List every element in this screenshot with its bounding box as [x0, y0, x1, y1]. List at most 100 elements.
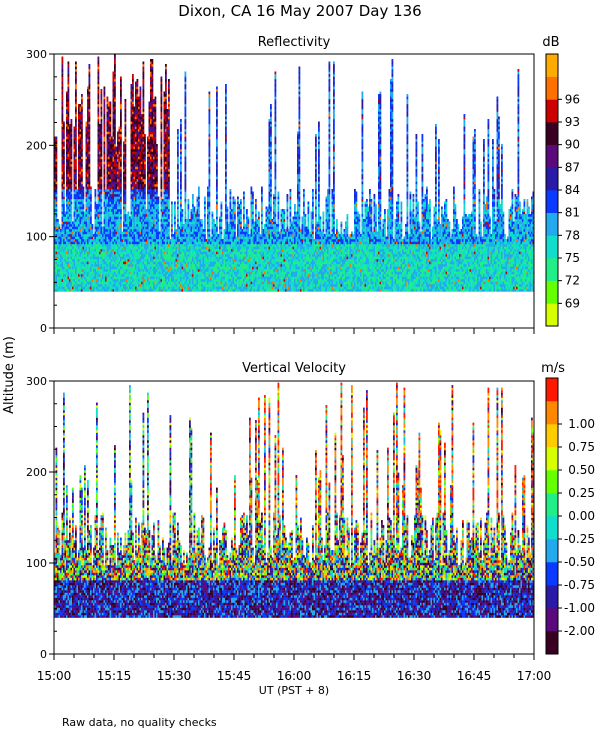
heatmap-cell	[88, 144, 91, 147]
heatmap-cell	[106, 214, 109, 217]
heatmap-cell	[90, 269, 92, 272]
heatmap-cell	[117, 196, 119, 200]
heatmap-cell	[147, 254, 149, 257]
heatmap-cell	[78, 114, 80, 117]
heatmap-cell	[153, 266, 155, 270]
heatmap-cell	[147, 144, 149, 147]
heatmap-cell	[135, 249, 137, 252]
heatmap-cell	[165, 129, 167, 132]
heatmap-cell	[153, 201, 155, 205]
heatmap-cell	[69, 281, 71, 285]
heatmap-cell	[168, 79, 170, 82]
heatmap-cell	[150, 74, 152, 77]
heatmap-cell	[166, 286, 169, 290]
heatmap-cell	[144, 224, 146, 227]
heatmap-cell	[135, 251, 137, 255]
heatmap-cell	[87, 186, 89, 190]
heatmap-cell	[97, 94, 100, 97]
heatmap-cell	[88, 76, 91, 80]
heatmap-cell	[138, 241, 140, 245]
heatmap-cell	[75, 276, 77, 280]
heatmap-cell	[82, 226, 85, 230]
heatmap-cell	[100, 251, 103, 255]
heatmap-cell	[123, 199, 125, 202]
heatmap-cell	[105, 219, 107, 222]
heatmap-cell	[114, 156, 116, 160]
heatmap-cell	[166, 214, 169, 217]
heatmap-cell	[81, 221, 83, 225]
heatmap-cell	[55, 169, 58, 172]
heatmap-cell	[148, 206, 151, 210]
heatmap-cell	[79, 151, 82, 155]
heatmap-cell	[88, 86, 91, 90]
heatmap-cell	[139, 209, 142, 212]
heatmap-cell	[66, 101, 68, 105]
heatmap-cell	[129, 276, 131, 280]
heatmap-cell	[139, 189, 142, 192]
heatmap-cell	[117, 289, 119, 292]
heatmap-cell	[151, 66, 154, 70]
heatmap-cell	[106, 276, 109, 280]
heatmap-cell	[121, 284, 124, 287]
heatmap-cell	[141, 136, 143, 140]
heatmap-cell	[118, 256, 121, 260]
heatmap-cell	[109, 106, 112, 110]
heatmap-cell	[115, 231, 118, 235]
heatmap-cell	[118, 254, 121, 257]
heatmap-cell	[96, 284, 98, 287]
heatmap-cell	[103, 211, 106, 215]
heatmap-cell	[165, 114, 167, 117]
heatmap-cell	[96, 239, 98, 242]
heatmap-cell	[63, 184, 65, 187]
heatmap-cell	[117, 249, 119, 252]
heatmap-cell	[66, 179, 68, 182]
heatmap-cell	[145, 241, 148, 245]
heatmap-cell	[106, 216, 109, 220]
heatmap-cell	[145, 279, 148, 282]
heatmap-cell	[166, 136, 169, 140]
heatmap-cell	[129, 259, 131, 262]
heatmap-cell	[136, 264, 139, 267]
heatmap-cell	[166, 186, 169, 190]
heatmap-cell	[147, 169, 149, 172]
heatmap-cell	[118, 129, 121, 132]
heatmap-cell	[138, 176, 140, 180]
heatmap-cell	[69, 134, 71, 137]
heatmap-cell	[163, 124, 166, 127]
heatmap-cell	[61, 116, 64, 120]
heatmap-cell	[66, 151, 68, 155]
heatmap-cell	[147, 214, 149, 217]
heatmap-cell	[168, 286, 170, 290]
heatmap-cell	[141, 176, 143, 180]
heatmap-cell	[73, 184, 76, 187]
heatmap-cell	[156, 276, 158, 280]
heatmap-cell	[61, 119, 64, 122]
heatmap-cell	[57, 241, 59, 245]
heatmap-cell	[136, 256, 139, 260]
heatmap-cell	[148, 149, 151, 152]
heatmap-cell	[169, 259, 172, 262]
heatmap-cell	[153, 164, 155, 167]
heatmap-cell	[139, 281, 142, 285]
heatmap-cell	[114, 179, 116, 182]
heatmap-cell	[102, 251, 104, 255]
heatmap-cell	[57, 246, 59, 250]
heatmap-cell	[148, 179, 151, 182]
heatmap-cell	[132, 189, 134, 192]
heatmap-cell	[166, 116, 169, 120]
heatmap-cell	[60, 281, 62, 285]
heatmap-cell	[81, 106, 83, 110]
heatmap-cell	[168, 124, 170, 127]
heatmap-cell	[154, 276, 157, 280]
heatmap-cell	[69, 256, 71, 260]
heatmap-cell	[139, 114, 142, 117]
heatmap-cell	[120, 181, 122, 185]
heatmap-cell	[171, 289, 173, 292]
heatmap-cell	[97, 84, 100, 87]
heatmap-cell	[97, 176, 100, 180]
heatmap-cell	[165, 226, 167, 230]
heatmap-cell	[85, 161, 88, 165]
heatmap-cell	[97, 254, 100, 257]
heatmap-cell	[154, 136, 157, 140]
heatmap-cell	[168, 191, 170, 195]
